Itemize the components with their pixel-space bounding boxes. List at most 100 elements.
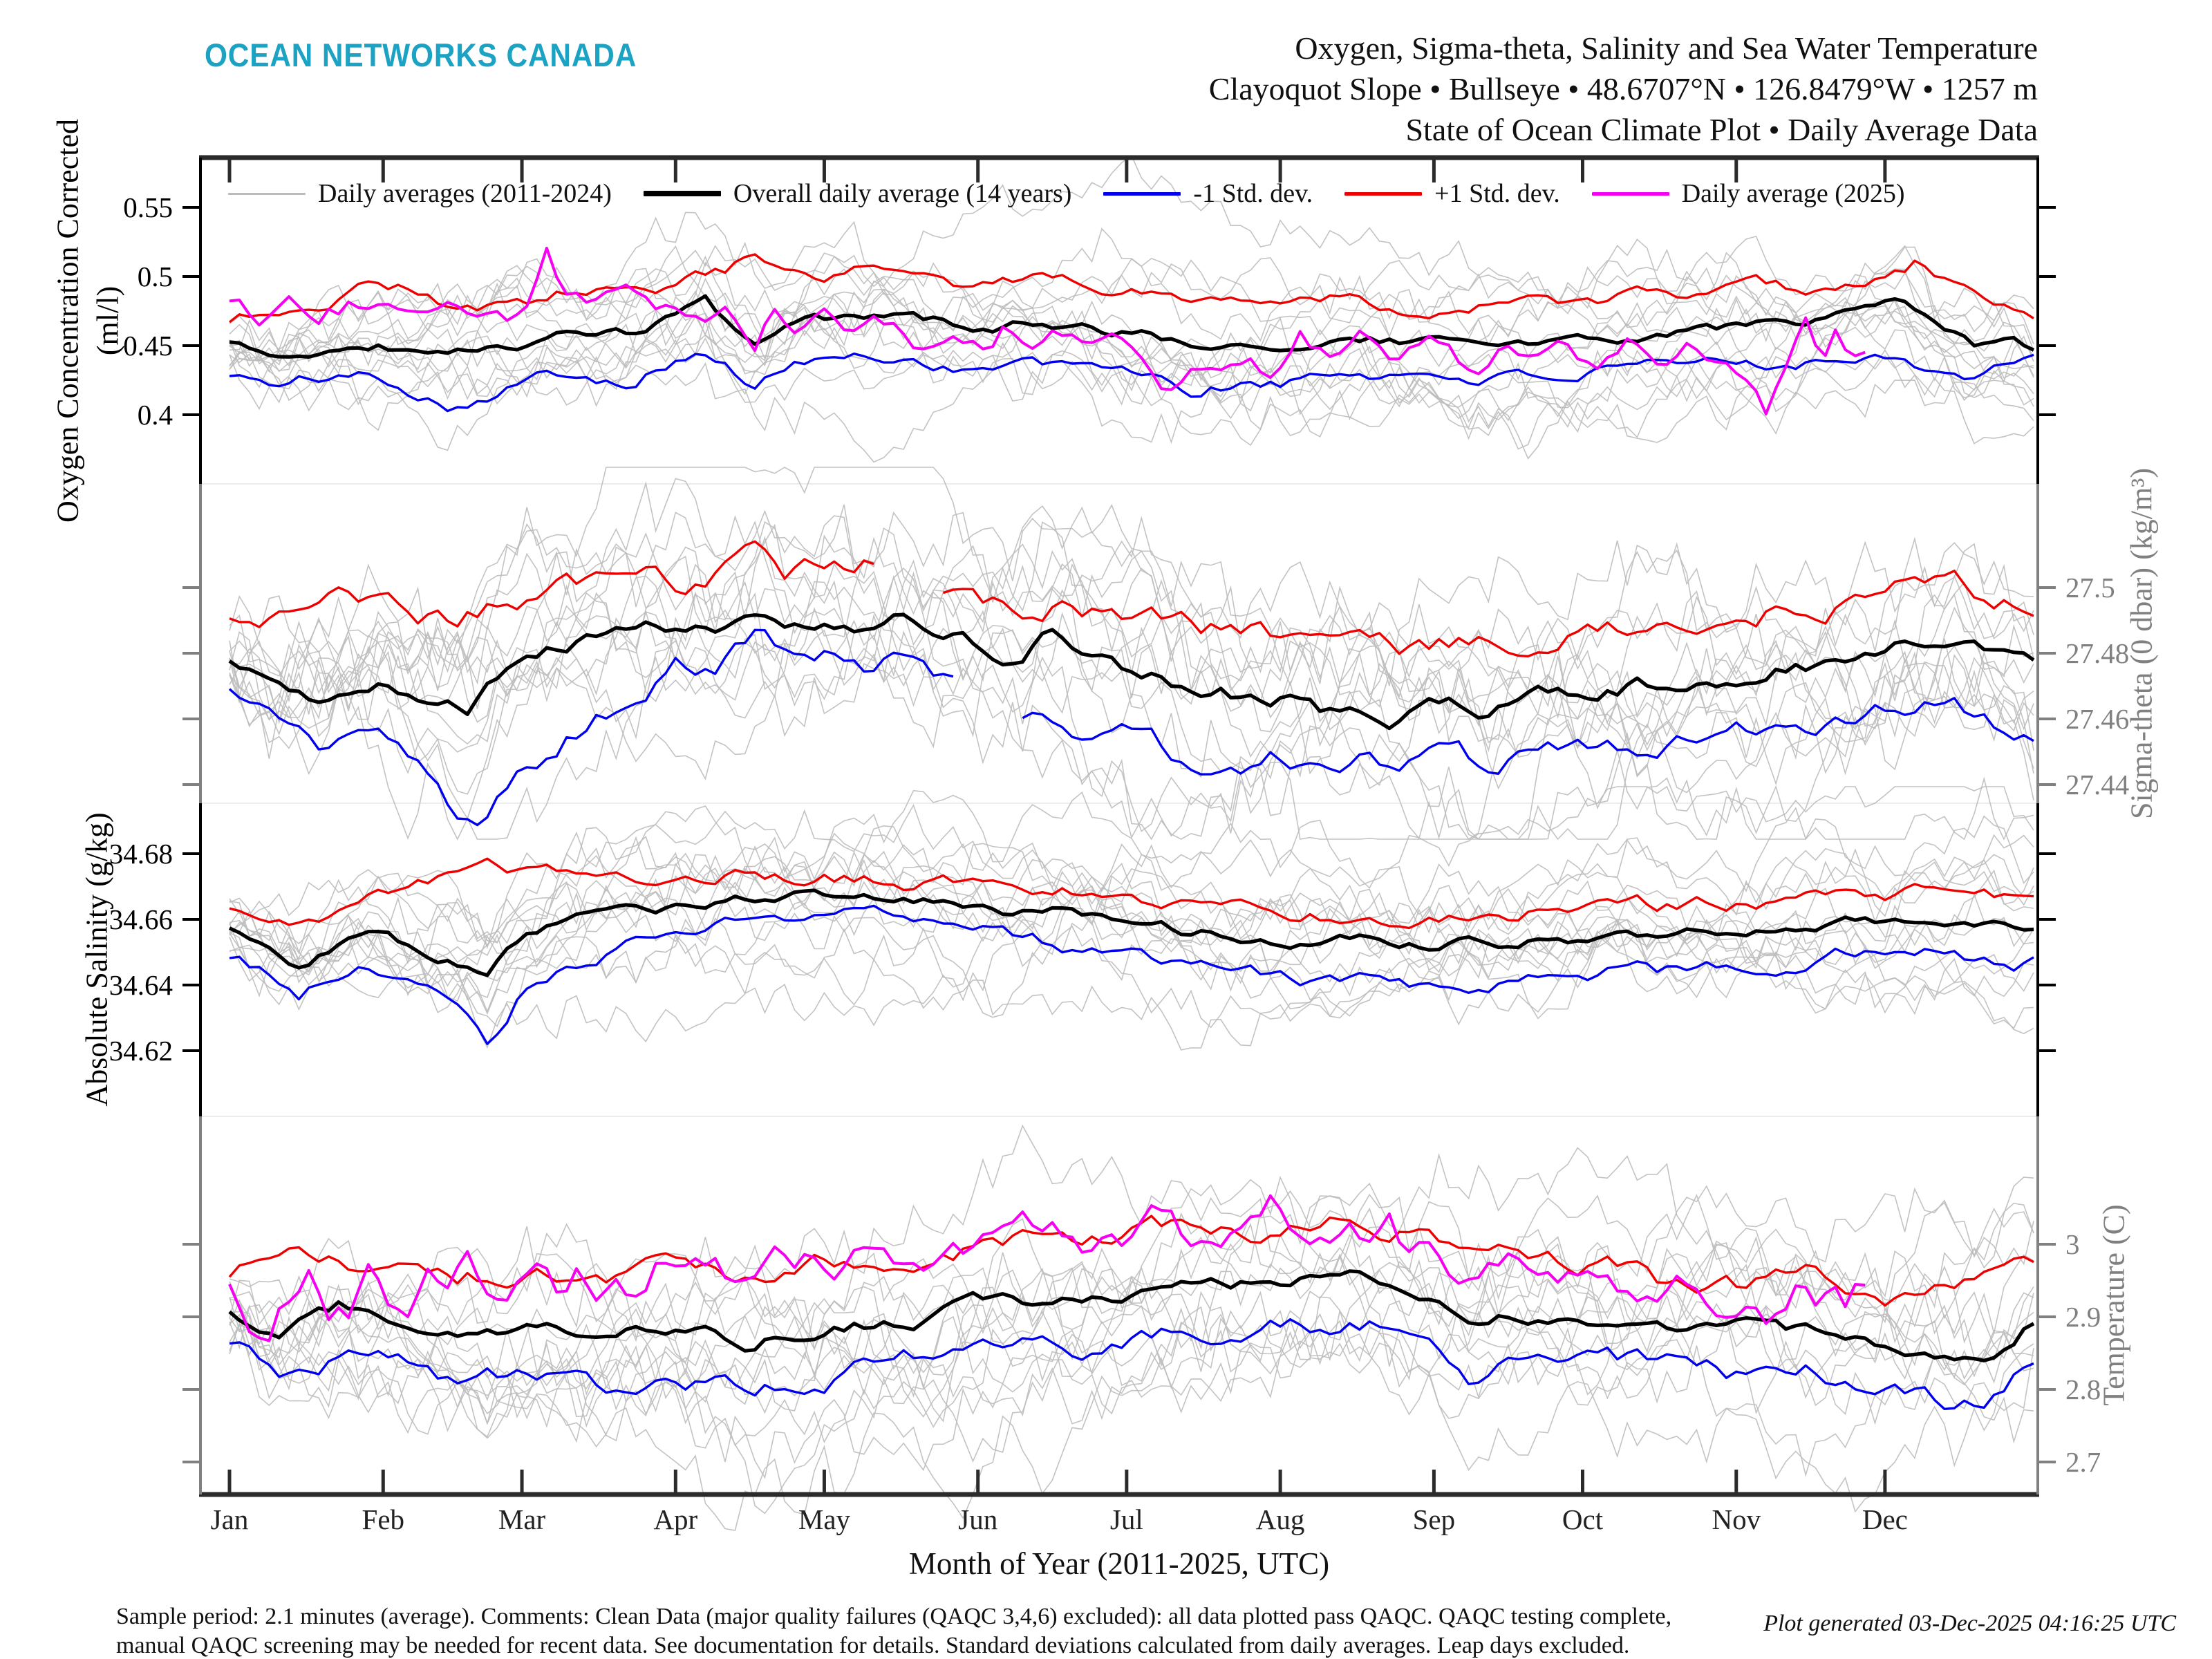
legend-item-3: +1 Std. dev. bbox=[1344, 178, 1560, 209]
mean-line bbox=[228, 1269, 2035, 1362]
salinity-tick-label: 34.66 bbox=[109, 903, 173, 935]
gray-year-line bbox=[229, 567, 2034, 834]
salinity-tick-label: 34.68 bbox=[109, 838, 173, 870]
oxygen-tick-label: 0.45 bbox=[123, 330, 173, 362]
plot-title: Oxygen, Sigma-theta, Salinity and Sea Wa… bbox=[1209, 28, 2038, 150]
onc-logo: OCEAN NETWORKS CANADA bbox=[205, 37, 637, 73]
panel-sigma_theta-y-ticks: 27.5 27.48 27.46 27.44 bbox=[182, 572, 2129, 800]
month-label-Mar: Mar bbox=[498, 1503, 546, 1535]
panel-oxygen-y-ticks: 0.55 0.5 0.45 0.4 bbox=[123, 191, 2056, 431]
month-label-Jul: Jul bbox=[1110, 1503, 1143, 1535]
month-label-Jun: Jun bbox=[958, 1503, 997, 1535]
month-label-Feb: Feb bbox=[362, 1503, 405, 1535]
panel-oxygen-series bbox=[228, 154, 2035, 463]
legend-swatch-3 bbox=[1344, 191, 1423, 196]
minus-line bbox=[229, 1318, 2034, 1410]
footer-comments-line-1: Sample period: 2.1 minutes (average). Co… bbox=[116, 1604, 1672, 1629]
gray-year-line bbox=[229, 579, 2034, 841]
legend-label-1: Overall daily average (14 years) bbox=[733, 179, 1072, 208]
legend-swatch-2 bbox=[1103, 191, 1181, 196]
month-label-Aug: Aug bbox=[1256, 1503, 1305, 1535]
gray-year-line bbox=[229, 1177, 2034, 1423]
gray-year-line bbox=[229, 317, 2034, 463]
plus-line bbox=[228, 1215, 2034, 1307]
mean-line bbox=[228, 612, 2035, 731]
gray-year-line bbox=[229, 227, 2034, 402]
oxygen-tick-label: 0.55 bbox=[123, 191, 173, 223]
legend-swatch-1 bbox=[643, 191, 721, 196]
legend-item-0: Daily averages (2011-2024) bbox=[228, 178, 612, 209]
month-label-Sep: Sep bbox=[1413, 1503, 1456, 1535]
gray-year-line bbox=[229, 478, 2034, 794]
gray-year-line bbox=[229, 834, 2034, 989]
gray-year-line bbox=[229, 274, 2034, 451]
gray-year-line bbox=[229, 1277, 2034, 1463]
sigma_theta-tick-label: 27.46 bbox=[2065, 703, 2129, 735]
gray-year-line bbox=[229, 1228, 2034, 1414]
axes: 0.550.50.450.427.527.4827.4627.4434.6834… bbox=[109, 155, 2129, 1535]
gray-year-line bbox=[229, 563, 2034, 841]
gray-year-line bbox=[229, 238, 2034, 395]
temperature-tick-label: 2.8 bbox=[2065, 1374, 2101, 1405]
gray-year-line bbox=[229, 1185, 2034, 1434]
salinity-axis-label: Absolute Salinity (g/kg) bbox=[79, 812, 114, 1107]
mean-line bbox=[228, 888, 2034, 977]
gray-year-line bbox=[229, 807, 2034, 984]
month-label-Nov: Nov bbox=[1712, 1503, 1761, 1535]
gray-year-line bbox=[229, 839, 2034, 1013]
panel-sigma_theta-series bbox=[228, 467, 2035, 841]
gray-year-line bbox=[229, 523, 2034, 758]
temperature-tick-label: 3 bbox=[2065, 1228, 2080, 1260]
gray-year-line bbox=[229, 805, 2034, 1020]
gray-year-line bbox=[229, 563, 2034, 841]
gray-year-line bbox=[229, 265, 2034, 450]
mean-line bbox=[229, 294, 2035, 359]
oxygen-axis-label: Oxygen Concentration Corrected bbox=[50, 118, 85, 523]
plot-title-line-2: Clayoquot Slope • Bullseye • 48.6707°N •… bbox=[1208, 71, 2038, 106]
salinity-tick-label: 34.62 bbox=[109, 1035, 173, 1067]
gray-year-line bbox=[229, 315, 2034, 444]
gray-year-line bbox=[229, 1304, 2034, 1531]
gray-year-line bbox=[229, 589, 2034, 786]
gray-year-line bbox=[229, 789, 2034, 1014]
legend-item-1: Overall daily average (14 years) bbox=[643, 178, 1072, 209]
minus-line bbox=[228, 628, 2034, 827]
month-label-Jan: Jan bbox=[211, 1503, 249, 1535]
data-series bbox=[228, 154, 2035, 1531]
gray-year-line bbox=[229, 838, 2034, 1027]
oxygen-tick-label: 0.5 bbox=[138, 261, 173, 292]
month-label-Oct: Oct bbox=[1562, 1503, 1604, 1535]
gray-year-line bbox=[229, 272, 2034, 429]
minus-line bbox=[229, 353, 2034, 413]
plot-generated-timestamp: Plot generated 03-Dec-2025 04:16:25 UTC bbox=[1763, 1611, 2176, 1636]
x-axis-label: Month of Year (2011-2025, UTC) bbox=[908, 1546, 1330, 1581]
month-ticks: Jan Feb Mar Apr May Jun Jul Aug Sep Oct Nov Dec bbox=[211, 158, 1908, 1535]
oxygen-axis-unit: (ml/l) bbox=[91, 285, 125, 356]
gray-year-line bbox=[229, 515, 2034, 722]
legend: Daily averages (2011-2024) Overall daily … bbox=[228, 178, 1905, 209]
gray-year-line bbox=[229, 1124, 2034, 1435]
legend-swatch-0 bbox=[228, 192, 306, 195]
minus-line bbox=[229, 904, 2034, 1045]
gray-year-line bbox=[229, 785, 2034, 977]
gray-year-line bbox=[229, 245, 2034, 460]
gray-year-line bbox=[229, 848, 2034, 1029]
legend-item-2: -1 Std. dev. bbox=[1103, 178, 1313, 209]
temperature-tick-label: 2.7 bbox=[2065, 1446, 2101, 1478]
panel-salinity-series bbox=[228, 785, 2034, 1051]
footer-comments-line-2: manual QAQC screening may be needed for … bbox=[116, 1633, 1630, 1658]
panel-salinity-y-ticks: 34.68 34.66 34.64 34.62 bbox=[109, 838, 2056, 1067]
gray-year-line bbox=[229, 1280, 2034, 1477]
gray-year-line bbox=[229, 906, 2034, 1051]
legend-label-4: Daily average (2025) bbox=[1681, 179, 1905, 208]
month-label-Dec: Dec bbox=[1862, 1503, 1908, 1535]
legend-swatch-4 bbox=[1591, 191, 1669, 196]
plus-line bbox=[229, 857, 2034, 930]
gray-year-line bbox=[229, 850, 2034, 982]
gray-year-line bbox=[229, 467, 2034, 790]
plus-line bbox=[229, 540, 2034, 658]
gray-year-line bbox=[229, 835, 2034, 1014]
legend-label-2: -1 Std. dev. bbox=[1193, 179, 1313, 208]
